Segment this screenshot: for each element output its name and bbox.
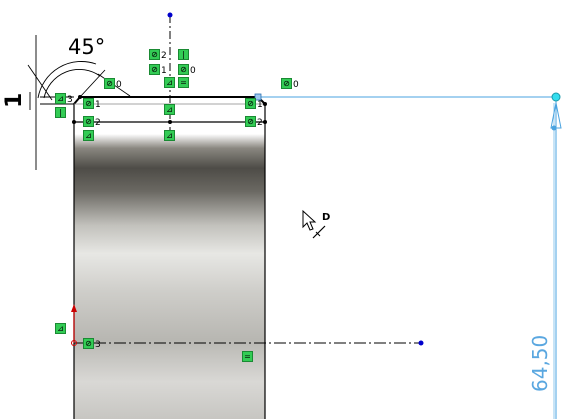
coradial-relation-left-0-symbol: ⊘ xyxy=(106,79,113,88)
equal-relation-top-symbol: = xyxy=(180,78,187,87)
equal-relation-bottom[interactable]: = xyxy=(242,351,253,362)
vertical-relation-left-symbol: | xyxy=(59,108,62,117)
chamfer-dimension-text[interactable]: 1 xyxy=(2,92,27,108)
coradial-relation-right-2-symbol: ⊘ xyxy=(247,117,254,126)
coradial-relation-bottom-3-index: 3 xyxy=(95,340,101,350)
coradial-relation-right-1-index: 1 xyxy=(257,100,263,110)
origin-marker[interactable] xyxy=(71,304,77,346)
part-face[interactable] xyxy=(74,134,265,419)
cursor-label: D xyxy=(322,212,331,223)
coradial-relation-left-0[interactable]: ⊘ xyxy=(104,78,115,89)
coradial-relation-top-1-index: 2 xyxy=(161,51,167,61)
coradial-relation-top-1[interactable]: ⊘ xyxy=(149,49,160,60)
dimension-grip-corner[interactable] xyxy=(254,93,262,101)
coradial-relation-top-2[interactable]: ⊘ xyxy=(149,64,160,75)
centerline-endpoint-top[interactable] xyxy=(167,12,173,18)
coradial-relation-left-1-index: 1 xyxy=(95,100,101,110)
coradial-relation-far[interactable]: ⊘ xyxy=(281,78,292,89)
coradial-relation-left-1-symbol: ⊘ xyxy=(85,99,92,108)
coradial-relation-far-symbol: ⊘ xyxy=(283,79,290,88)
midpoint-relation-center-symbol: ⊿ xyxy=(166,105,173,114)
vertical-relation-top[interactable]: | xyxy=(178,49,189,60)
coradial-relation-left-2[interactable]: ⊘ xyxy=(83,116,94,127)
coradial-relation-top-3-symbol: ⊘ xyxy=(180,65,187,74)
height-dimension[interactable] xyxy=(258,96,562,419)
equal-relation-top[interactable]: = xyxy=(178,77,189,88)
midpoint-relation-lower-symbol: ⊿ xyxy=(166,131,173,140)
horizontal-relation-chamfer-index: 3 xyxy=(67,95,73,105)
sketch-point-mid[interactable] xyxy=(168,120,172,124)
coradial-relation-left-1[interactable]: ⊘ xyxy=(83,98,94,109)
midpoint-relation-left-bottom[interactable]: ⊿ xyxy=(55,323,66,334)
coradial-relation-top-2-symbol: ⊘ xyxy=(151,65,158,74)
centerline-endpoint-right[interactable] xyxy=(418,340,424,346)
coradial-relation-bottom-3-symbol: ⊘ xyxy=(85,339,92,348)
coradial-relation-right-1[interactable]: ⊘ xyxy=(245,98,256,109)
dimension-handle-arrow[interactable] xyxy=(551,125,557,131)
sketch-point-top-right[interactable] xyxy=(263,102,267,106)
sketch-point-left[interactable] xyxy=(72,120,76,124)
midpoint-relation-center[interactable]: ⊿ xyxy=(164,104,175,115)
sketch-point-right[interactable] xyxy=(263,120,267,124)
coradial-relation-right-2-index: 2 xyxy=(257,118,263,128)
midpoint-relation-left-bottom-symbol: ⊿ xyxy=(57,324,64,333)
coradial-relation-bottom-3[interactable]: ⊘ xyxy=(83,338,94,349)
midpoint-relation-lower[interactable]: ⊿ xyxy=(164,130,175,141)
coradial-relation-top-3[interactable]: ⊘ xyxy=(178,64,189,75)
coradial-relation-left-0-index: 0 xyxy=(116,80,122,90)
midpoint-relation-left-low-symbol: ⊿ xyxy=(85,131,92,140)
coradial-relation-right-2[interactable]: ⊘ xyxy=(245,116,256,127)
angle-dimension-text[interactable]: 45° xyxy=(68,35,106,59)
equal-relation-bottom-symbol: = xyxy=(244,352,251,361)
height-dimension-text[interactable]: 64,50 xyxy=(528,334,552,392)
midpoint-relation-left-low[interactable]: ⊿ xyxy=(83,130,94,141)
coradial-relation-top-1-symbol: ⊘ xyxy=(151,50,158,59)
midpoint-relation-symbol: ⊿ xyxy=(166,78,173,87)
vertical-relation-left[interactable]: | xyxy=(55,107,66,118)
horizontal-relation-chamfer[interactable]: ⊿ xyxy=(55,93,66,104)
horizontal-relation-chamfer-symbol: ⊿ xyxy=(57,94,64,103)
coradial-relation-right-1-symbol: ⊘ xyxy=(247,99,254,108)
dimension-handle-top[interactable] xyxy=(551,92,561,102)
coradial-relation-left-2-symbol: ⊘ xyxy=(85,117,92,126)
pointer-cursor xyxy=(302,209,326,239)
coradial-relation-left-2-index: 2 xyxy=(95,118,101,128)
coradial-relation-top-2-index: 1 xyxy=(161,66,167,76)
coradial-relation-top-3-index: 0 xyxy=(190,66,196,76)
midpoint-relation[interactable]: ⊿ xyxy=(164,77,175,88)
coradial-relation-far-index: 0 xyxy=(293,80,299,90)
vertical-relation-top-symbol: | xyxy=(182,50,185,59)
